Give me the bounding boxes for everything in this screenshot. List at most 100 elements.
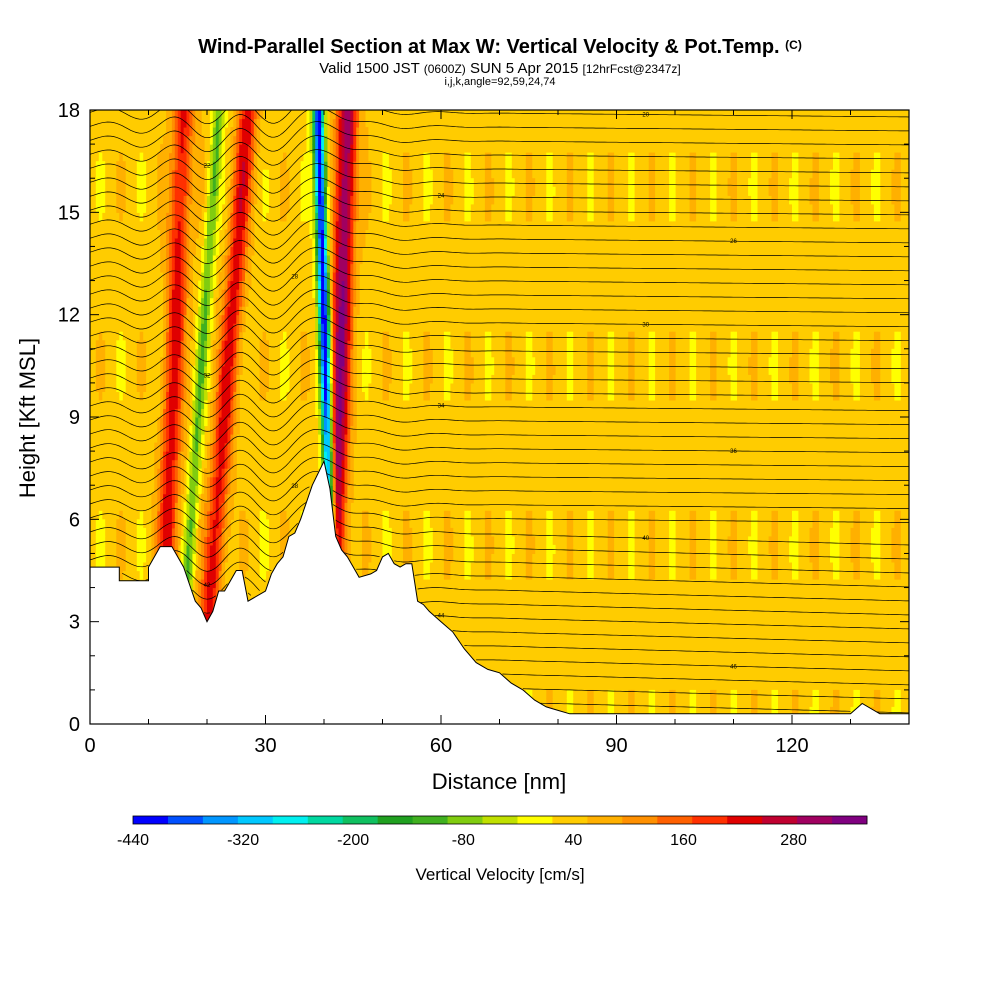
- field-cell: [157, 476, 161, 486]
- field-cell: [713, 562, 717, 572]
- field-cell: [98, 544, 103, 554]
- field-cell: [464, 382, 468, 392]
- field-cell: [403, 178, 407, 188]
- field-cell: [812, 374, 816, 384]
- field-cell: [169, 425, 173, 435]
- field-cell: [163, 331, 167, 341]
- field-cell: [160, 212, 164, 222]
- field-cell: [446, 536, 451, 546]
- field-cell: [195, 382, 199, 392]
- field-cell: [318, 135, 322, 145]
- field-cell: [239, 169, 243, 179]
- field-cell: [195, 203, 199, 213]
- field-cell: [262, 374, 267, 384]
- field-cell: [338, 451, 343, 461]
- field-cell: [204, 280, 208, 290]
- field-cell: [245, 152, 249, 162]
- field-cell: [344, 212, 348, 222]
- field-cell: [195, 323, 199, 333]
- field-cell: [423, 212, 427, 222]
- field-cell: [221, 263, 226, 273]
- field-cell: [332, 348, 337, 358]
- field-cell: [467, 186, 471, 196]
- field-cell: [648, 186, 653, 196]
- field-cell: [207, 340, 211, 350]
- field-cell: [326, 212, 331, 222]
- field-cell: [318, 220, 322, 230]
- field-cell: [160, 237, 164, 247]
- field-cell: [171, 476, 176, 486]
- field-cell: [230, 425, 234, 435]
- field-cell: [338, 391, 343, 401]
- field-cell: [733, 391, 737, 401]
- field-cell: [239, 314, 243, 324]
- field-cell: [651, 382, 656, 392]
- field-cell: [835, 570, 840, 580]
- field-cell: [347, 553, 351, 563]
- field-cell: [338, 425, 343, 435]
- field-cell: [353, 144, 357, 154]
- field-cell: [183, 323, 188, 333]
- field-cell: [233, 399, 237, 409]
- field-cell: [651, 527, 656, 537]
- field-cell: [171, 348, 176, 358]
- field-cell: [426, 510, 430, 520]
- field-cell: [326, 195, 331, 205]
- field-cell: [853, 365, 857, 375]
- field-cell: [236, 425, 240, 435]
- field-cell: [157, 510, 161, 520]
- field-cell: [169, 434, 173, 444]
- field-cell: [329, 229, 334, 239]
- field-cell: [815, 152, 819, 162]
- field-cell: [198, 459, 202, 469]
- field-cell: [727, 544, 732, 554]
- field-cell: [230, 374, 234, 384]
- field-cell: [733, 203, 737, 213]
- field-cell: [227, 203, 231, 213]
- field-cell: [350, 468, 354, 478]
- field-cell: [318, 434, 322, 444]
- field-cell: [224, 493, 229, 503]
- field-cell: [221, 391, 226, 401]
- field-cell: [204, 544, 208, 554]
- field-cell: [341, 297, 346, 307]
- field-cell: [186, 110, 190, 120]
- field-cell: [771, 562, 775, 572]
- field-cell: [648, 382, 653, 392]
- field-cell: [174, 348, 179, 358]
- field-cell: [733, 382, 737, 392]
- field-cell: [318, 169, 322, 179]
- field-cell: [250, 161, 255, 171]
- field-cell: [388, 544, 392, 554]
- field-cell: [569, 357, 574, 367]
- field-cell: [347, 451, 351, 461]
- field-cell: [730, 562, 735, 572]
- field-cell: [771, 519, 775, 529]
- field-cell: [341, 331, 346, 341]
- field-cell: [224, 365, 229, 375]
- field-cell: [227, 348, 231, 358]
- field-cell: [142, 544, 147, 554]
- field-cell: [204, 212, 208, 222]
- field-cell: [528, 331, 533, 341]
- field-cell: [648, 374, 653, 384]
- field-cell: [154, 485, 158, 495]
- field-cell: [326, 348, 331, 358]
- field-cell: [730, 365, 735, 375]
- field-cell: [467, 382, 471, 392]
- field-cell: [730, 340, 735, 350]
- field-cell: [443, 382, 448, 392]
- field-cell: [332, 169, 337, 179]
- field-cell: [528, 510, 533, 520]
- field-cell: [669, 186, 673, 196]
- field-cell: [350, 493, 354, 503]
- field-cell: [710, 186, 714, 196]
- field-cell: [382, 161, 386, 171]
- field-cell: [689, 689, 694, 699]
- field-cell: [283, 382, 287, 392]
- field-cell: [160, 527, 164, 537]
- field-cell: [338, 417, 343, 427]
- field-cell: [546, 374, 550, 384]
- field-cell: [350, 246, 354, 256]
- field-cell: [774, 212, 778, 222]
